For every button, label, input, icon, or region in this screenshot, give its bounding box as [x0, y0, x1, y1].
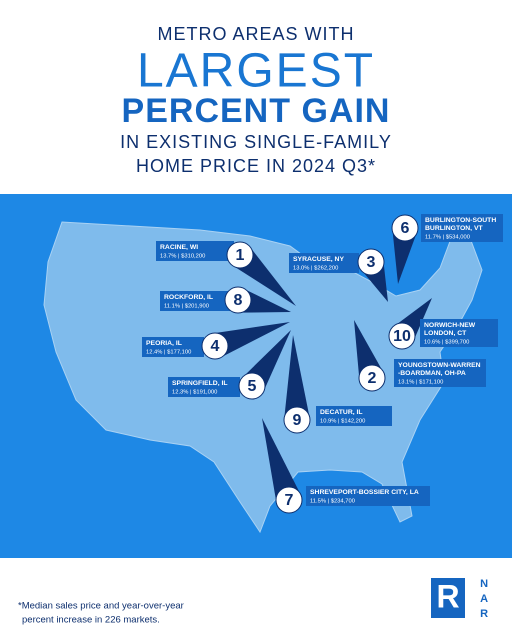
- metro-name: ROCKFORD, IL: [164, 294, 213, 301]
- pointer: [392, 226, 418, 284]
- rank-number: 2: [368, 370, 377, 387]
- rank-number: 8: [234, 292, 243, 309]
- label-box: [160, 291, 230, 311]
- title-percent-gain: PERCENT GAIN: [122, 92, 391, 130]
- pointer: [262, 418, 302, 505]
- footnote: *Median sales price and year-over-year: [18, 601, 184, 612]
- label-box: [142, 337, 204, 357]
- label-box: [421, 214, 503, 242]
- rank-badge: [275, 486, 303, 514]
- title-line: HOME PRICE IN 2024 Q3*: [136, 156, 376, 176]
- rank-number: 9: [293, 412, 302, 429]
- label-box: [168, 377, 240, 397]
- metro-name: SYRACUSE, NY: [293, 256, 344, 263]
- metro-stats: 11.5% | $234,700: [310, 499, 355, 505]
- metro-stats: 13.0% | $262,200: [293, 266, 338, 272]
- metro-name: PEORIA, IL: [146, 340, 182, 347]
- label-box: [394, 359, 486, 387]
- rank-badge: [391, 214, 419, 242]
- rank-number: 10: [393, 328, 411, 345]
- metro-stats: 10.9% | $142,200: [320, 419, 365, 425]
- rank-badge: [358, 364, 386, 392]
- metro-name: NORWICH-NEW: [424, 322, 476, 329]
- metro-list: RACINE, WI 13.7% | $310,200 BURLINGTON-SOU…: [142, 214, 503, 514]
- metro-name: -BOARDMAN, OH-PA: [398, 370, 466, 377]
- rank-number: 7: [285, 492, 294, 509]
- rank-number: 4: [211, 338, 220, 355]
- metro-stats: 10.6% | $399,700: [424, 340, 469, 346]
- logo-mark: R: [436, 578, 459, 614]
- metro-stats: 12.3% | $191,000: [172, 390, 217, 396]
- rank-badge: [226, 241, 254, 269]
- rank-number: 5: [248, 378, 257, 395]
- label-box: [289, 253, 359, 273]
- rank-number: 3: [367, 254, 376, 271]
- rank-badge: [388, 322, 416, 350]
- footnote: percent increase in 226 markets.: [22, 615, 160, 626]
- rank-number: 6: [401, 220, 410, 237]
- metro-name: RACINE, WI: [160, 244, 198, 251]
- label-box: [306, 486, 430, 506]
- label-box: [316, 406, 392, 426]
- metro-stats: 13.1% | $171,100: [398, 380, 443, 386]
- metro-name: SHREVEPORT-BOSSIER CITY, LA: [310, 489, 419, 496]
- rank-badge: [201, 332, 229, 360]
- metro-name: YOUNGSTOWN-WARREN: [398, 362, 481, 369]
- logo-box: [431, 578, 465, 618]
- pointer: [284, 335, 310, 421]
- title-largest: LARGEST: [137, 45, 375, 98]
- rank-badge: [357, 248, 385, 276]
- badges: 1 6 3 8 10 4 2 5 9 7: [201, 214, 419, 514]
- title-line: METRO AREAS WITH: [157, 24, 354, 44]
- title-line: IN EXISTING SINGLE-FAMILY: [120, 132, 392, 152]
- metro-stats: 11.7% | $534,000: [425, 235, 470, 241]
- metro-name: BURLINGTON, VT: [425, 225, 483, 232]
- metro-stats: 11.1% | $201,900: [164, 304, 209, 310]
- metro-name: LONDON, CT: [424, 330, 467, 337]
- rank-badge: [283, 406, 311, 434]
- logo-text: NAR: [478, 578, 490, 623]
- metro-stats: 12.4% | $177,100: [146, 350, 191, 356]
- metro-stats: 13.7% | $310,200: [160, 254, 205, 260]
- label-box: [420, 319, 498, 347]
- rank-badge: [224, 286, 252, 314]
- metro-name: DECATUR, IL: [320, 409, 363, 416]
- label-box: [156, 241, 234, 261]
- labels: RACINE, WI 13.7% | $310,200 BURLINGTON-SOU…: [142, 214, 503, 506]
- rank-number: 1: [236, 247, 245, 264]
- rank-badge: [238, 372, 266, 400]
- metro-name: SPRINGFIELD, IL: [172, 380, 228, 387]
- pointer: [211, 322, 290, 359]
- metro-name: BURLINGTON-SOUTH: [425, 217, 496, 224]
